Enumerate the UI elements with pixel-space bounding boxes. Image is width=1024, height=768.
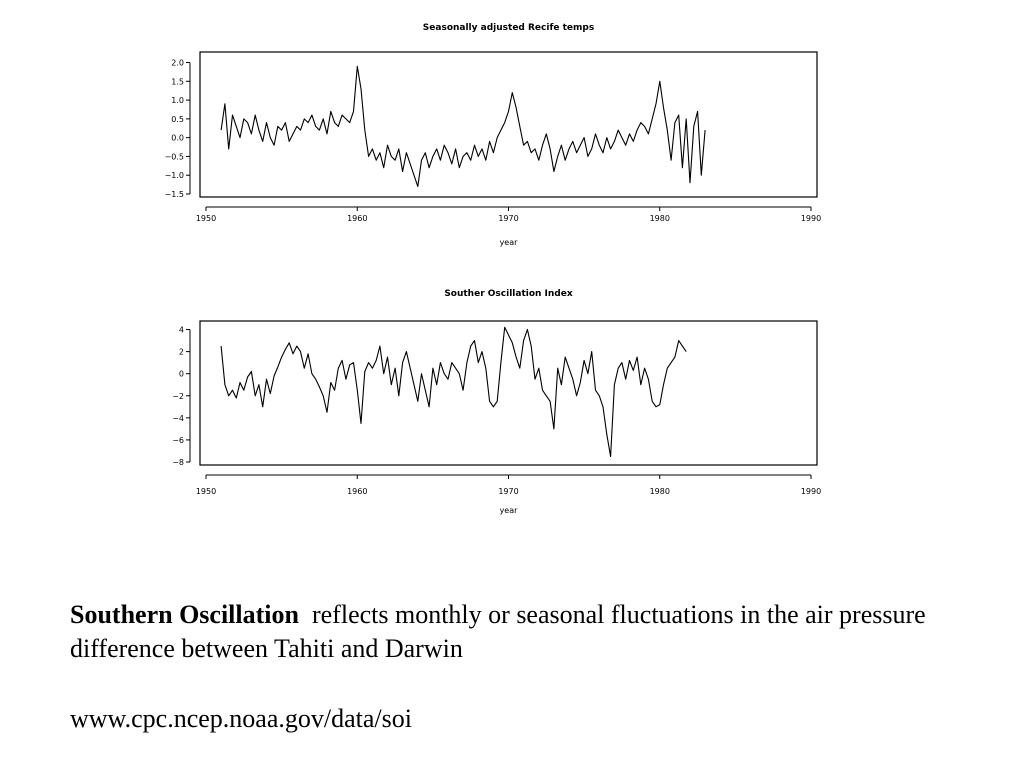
y-tick-label: 2.0 — [171, 59, 184, 68]
y-tick-label: 1.5 — [171, 77, 184, 86]
y-tick-label: 2 — [179, 348, 184, 357]
x-tick-label: 1980 — [650, 487, 670, 496]
y-tick-label: 0 — [179, 370, 184, 379]
recife-temps-chart: Seasonally adjusted Recife temps −1.5 −1.0… — [165, 23, 822, 247]
y-tick-label: −2 — [172, 392, 184, 401]
plot-frame — [199, 320, 818, 466]
caption-text: Southern Oscillation reflects monthly or… — [70, 598, 970, 666]
y-tick-label: −8 — [172, 458, 184, 467]
x-tick-label: 1950 — [196, 214, 216, 223]
x-tick-label: 1980 — [650, 214, 670, 223]
y-tick-label: 1.0 — [171, 96, 184, 105]
figure-panel: Seasonally adjusted Recife temps −1.5 −1.0… — [148, 10, 850, 565]
x-tick-label: 1990 — [801, 214, 821, 223]
caption-description: reflects monthly or seasonal fluctuation… — [70, 600, 926, 663]
y-tick-label: −6 — [172, 436, 184, 445]
plot-frame — [199, 51, 818, 198]
x-tick-label: 1990 — [801, 487, 821, 496]
source-url: www.cpc.ncep.noaa.gov/data/soi — [70, 704, 412, 733]
x-tick-label: 1970 — [498, 214, 518, 223]
soi-chart: Souther Oscillation Index −8 −6 −4 −2 0 2 4 1950… — [172, 289, 821, 515]
charts-svg: Seasonally adjusted Recife temps −1.5 −1.0… — [165, 23, 822, 515]
x-tick-label: 1970 — [498, 487, 518, 496]
series-line — [220, 326, 687, 458]
x-tick-label: 1960 — [347, 487, 367, 496]
y-tick-label: 4 — [179, 326, 184, 335]
y-tick-label: 0.5 — [171, 115, 184, 124]
x-tick-label: 1950 — [196, 487, 216, 496]
series-line — [220, 65, 706, 188]
chart-title: Seasonally adjusted Recife temps — [423, 23, 594, 33]
y-tick-label: −1.0 — [165, 171, 184, 180]
x-tick-label: 1960 — [347, 214, 367, 223]
x-axis-title: year — [500, 506, 519, 515]
chart-title: Souther Oscillation Index — [444, 289, 573, 299]
x-axis-title: year — [500, 238, 519, 247]
caption-bold-term: Southern Oscillation — [70, 600, 299, 629]
y-tick-label: −4 — [172, 414, 184, 423]
y-tick-label: −1.5 — [165, 190, 184, 199]
y-tick-label: −0.5 — [165, 152, 184, 161]
y-tick-label: 0.0 — [171, 134, 184, 143]
